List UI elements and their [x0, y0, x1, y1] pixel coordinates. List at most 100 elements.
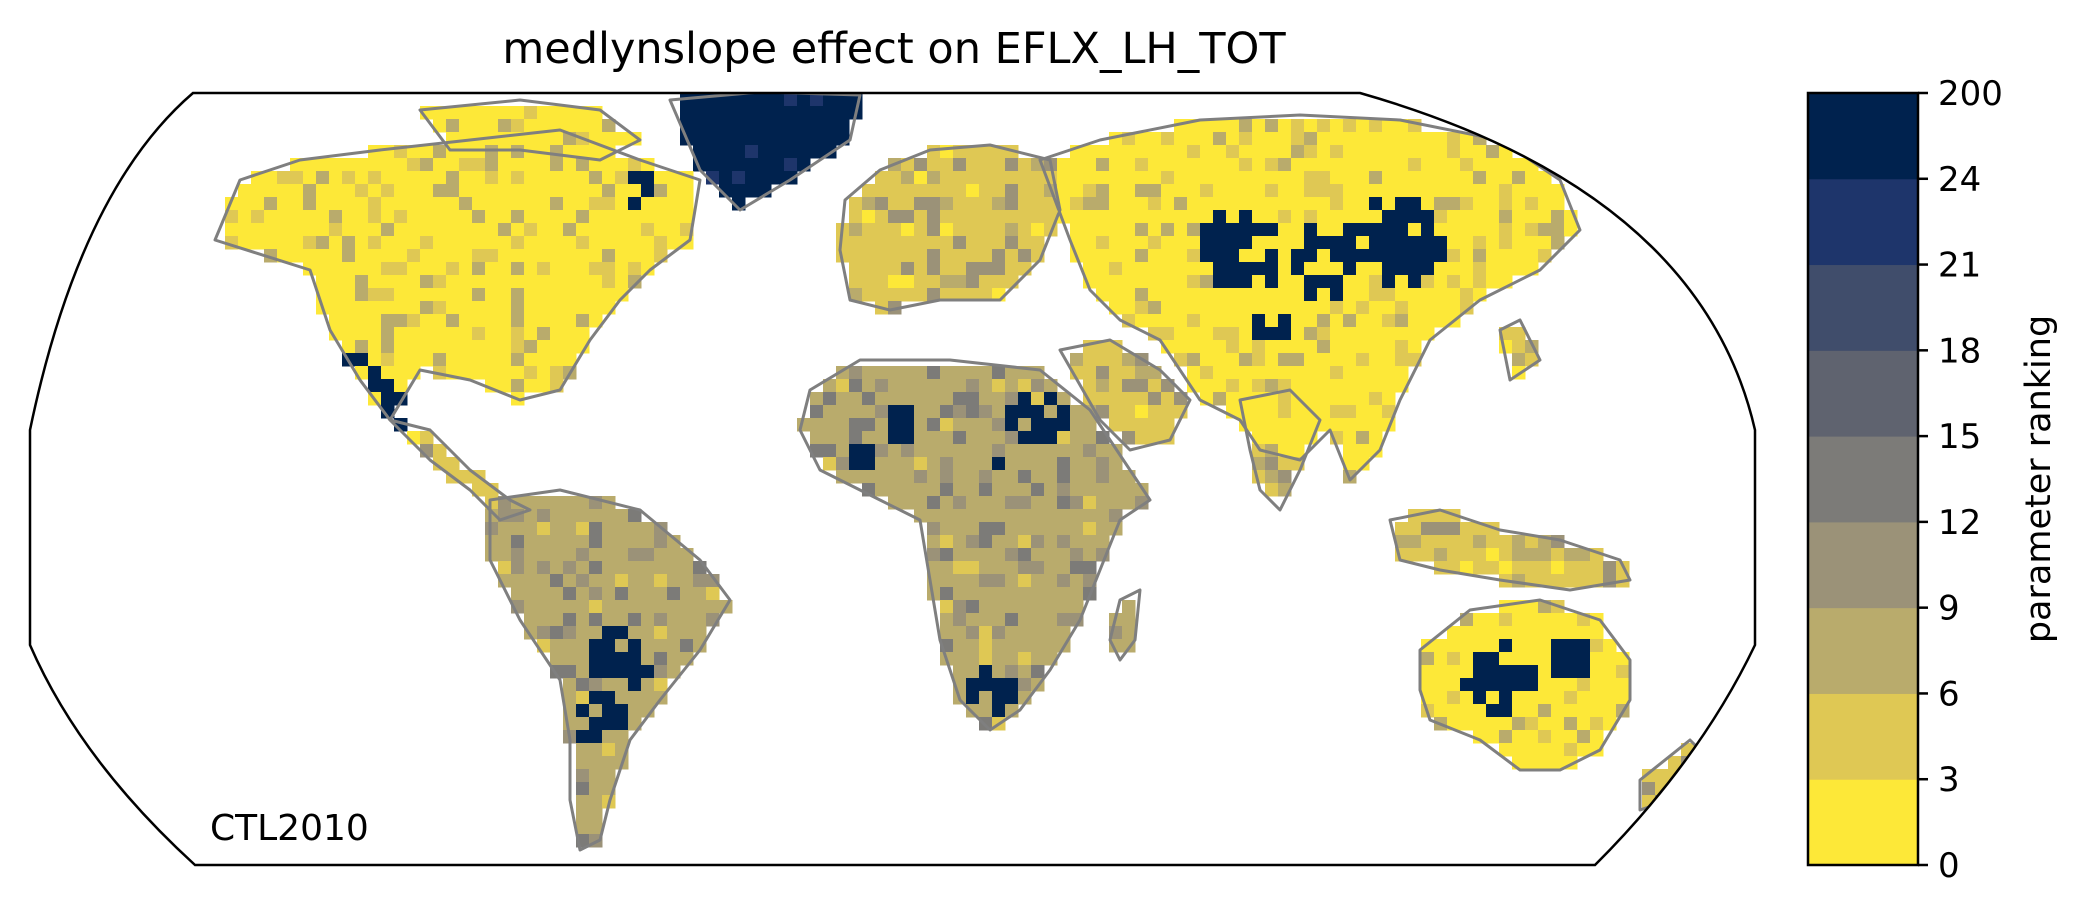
- grid-cell: [1200, 353, 1214, 367]
- grid-cell: [849, 366, 863, 380]
- grid-cell: [355, 353, 369, 367]
- grid-cell: [537, 509, 551, 523]
- grid-cell: [1343, 210, 1357, 224]
- grid-cell: [1174, 353, 1188, 367]
- grid-cell: [966, 509, 980, 523]
- grid-cell: [537, 340, 551, 354]
- grid-cell: [1239, 145, 1253, 159]
- grid-cell: [1304, 236, 1318, 250]
- grid-cell: [1252, 340, 1266, 354]
- grid-cell: [407, 353, 421, 367]
- grid-cell: [1525, 184, 1539, 198]
- grid-cell: [550, 574, 564, 588]
- grid-cell: [680, 626, 694, 640]
- grid-cell: [1057, 470, 1071, 484]
- grid-cell: [472, 171, 486, 185]
- grid-cell: [1161, 236, 1175, 250]
- grid-cell: [1538, 197, 1552, 211]
- grid-cell: [472, 340, 486, 354]
- grid-cell: [1187, 353, 1201, 367]
- grid-cell: [563, 587, 577, 601]
- grid-cell: [1486, 652, 1500, 666]
- grid-cell: [1031, 483, 1045, 497]
- grid-cell: [1070, 496, 1084, 510]
- grid-cell: [680, 197, 694, 211]
- grid-cell: [524, 600, 538, 614]
- grid-cell: [875, 197, 889, 211]
- grid-cell: [433, 288, 447, 302]
- grid-cell: [1005, 691, 1019, 705]
- grid-cell: [1044, 600, 1058, 614]
- grid-cell: [485, 366, 499, 380]
- grid-cell: [1174, 262, 1188, 276]
- grid-cell: [1512, 262, 1526, 276]
- grid-cell: [979, 236, 993, 250]
- grid-cell: [1473, 717, 1487, 731]
- grid-cell: [1408, 197, 1422, 211]
- grid-cell: [1044, 561, 1058, 575]
- grid-cell: [355, 301, 369, 315]
- grid-cell: [1148, 184, 1162, 198]
- grid-cell: [1109, 366, 1123, 380]
- grid-cell: [1031, 548, 1045, 562]
- grid-cell: [498, 301, 512, 315]
- grid-cell: [1083, 483, 1097, 497]
- grid-cell: [1486, 561, 1500, 575]
- grid-cell: [316, 262, 330, 276]
- grid-cell: [784, 119, 798, 133]
- grid-cell: [1096, 444, 1110, 458]
- grid-cell: [1005, 522, 1019, 536]
- grid-cell: [940, 366, 954, 380]
- grid-cell: [1343, 314, 1357, 328]
- grid-cell: [524, 171, 538, 185]
- grid-cell: [1122, 379, 1136, 393]
- grid-cell: [862, 236, 876, 250]
- grid-cell: [823, 444, 837, 458]
- grid-cell: [966, 483, 980, 497]
- grid-cell: [927, 158, 941, 172]
- grid-cell: [1434, 223, 1448, 237]
- grid-cell: [1239, 340, 1253, 354]
- grid-cell: [1213, 171, 1227, 185]
- grid-cell: [979, 561, 993, 575]
- grid-cell: [1395, 522, 1409, 536]
- grid-cell: [953, 405, 967, 419]
- grid-cell: [966, 561, 980, 575]
- grid-cell: [732, 158, 746, 172]
- grid-cell: [1317, 314, 1331, 328]
- grid-cell: [1109, 392, 1123, 406]
- grid-cell: [576, 574, 590, 588]
- grid-cell: [1369, 444, 1383, 458]
- grid-cell: [953, 665, 967, 679]
- grid-cell: [394, 314, 408, 328]
- grid-cell: [498, 223, 512, 237]
- grid-cell: [1317, 379, 1331, 393]
- grid-cell: [264, 197, 278, 211]
- grid-cell: [849, 392, 863, 406]
- grid-cell: [563, 119, 577, 133]
- grid-cell: [1538, 626, 1552, 640]
- grid-cell: [953, 379, 967, 393]
- grid-cell: [524, 288, 538, 302]
- grid-cell: [316, 171, 330, 185]
- grid-cell: [693, 93, 707, 107]
- grid-cell: [654, 639, 668, 653]
- grid-cell: [1252, 327, 1266, 341]
- grid-cell: [602, 743, 616, 757]
- grid-cell: [563, 210, 577, 224]
- grid-cell: [1018, 184, 1032, 198]
- grid-cell: [576, 626, 590, 640]
- grid-cell: [862, 431, 876, 445]
- grid-cell: [615, 288, 629, 302]
- grid-cell: [1590, 730, 1604, 744]
- grid-cell: [381, 249, 395, 263]
- grid-cell: [563, 301, 577, 315]
- grid-cell: [459, 106, 473, 120]
- grid-cell: [654, 626, 668, 640]
- grid-cell: [1343, 327, 1357, 341]
- grid-cell: [615, 535, 629, 549]
- grid-cell: [758, 106, 772, 120]
- grid-cell: [1408, 275, 1422, 289]
- grid-cell: [1434, 275, 1448, 289]
- grid-cell: [1265, 457, 1279, 471]
